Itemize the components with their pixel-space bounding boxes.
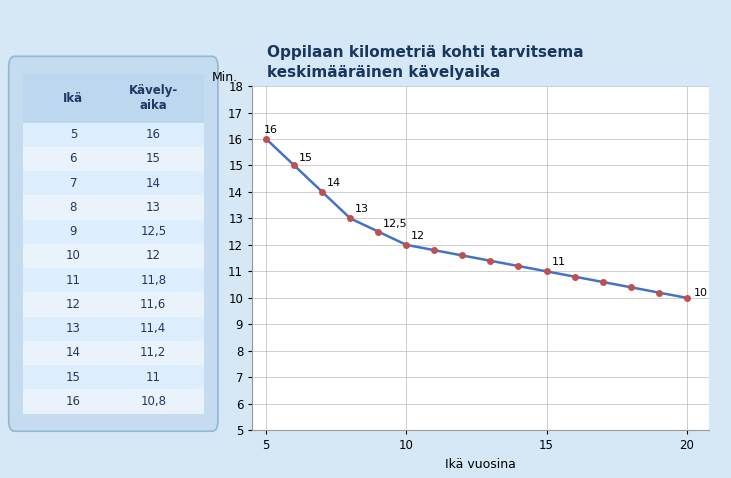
FancyBboxPatch shape	[9, 56, 218, 431]
FancyBboxPatch shape	[23, 244, 204, 268]
Text: 13: 13	[145, 201, 161, 214]
Text: 15: 15	[145, 152, 161, 165]
Text: 11,8: 11,8	[140, 274, 167, 287]
Text: 14: 14	[327, 178, 341, 188]
FancyBboxPatch shape	[23, 171, 204, 196]
Text: 11: 11	[145, 370, 161, 384]
Text: 5: 5	[69, 128, 77, 141]
Text: 15: 15	[298, 152, 312, 163]
FancyBboxPatch shape	[23, 365, 204, 389]
FancyBboxPatch shape	[23, 268, 204, 292]
Text: Kävely-
aika: Kävely- aika	[129, 84, 178, 112]
Text: 10: 10	[694, 288, 708, 298]
Text: 7: 7	[69, 177, 77, 190]
Text: 12,5: 12,5	[140, 225, 167, 238]
X-axis label: Ikä vuosina: Ikä vuosina	[445, 458, 516, 471]
FancyBboxPatch shape	[23, 389, 204, 413]
FancyBboxPatch shape	[23, 219, 204, 244]
Text: 10,8: 10,8	[140, 395, 166, 408]
Text: 13: 13	[66, 322, 81, 335]
Text: 12: 12	[145, 250, 161, 262]
Text: 11: 11	[66, 274, 81, 287]
Text: Min.: Min.	[212, 71, 238, 84]
FancyBboxPatch shape	[23, 74, 204, 122]
Text: 13: 13	[355, 204, 368, 214]
Text: 14: 14	[145, 177, 161, 190]
Text: 12: 12	[66, 298, 81, 311]
Text: 15: 15	[66, 370, 81, 384]
Text: 12: 12	[411, 231, 425, 241]
Text: 11,4: 11,4	[140, 322, 167, 335]
Text: 11,6: 11,6	[140, 298, 167, 311]
FancyBboxPatch shape	[23, 122, 204, 147]
Text: 11,2: 11,2	[140, 347, 167, 359]
Text: 12,5: 12,5	[382, 219, 407, 229]
FancyBboxPatch shape	[23, 316, 204, 341]
FancyBboxPatch shape	[23, 196, 204, 219]
FancyBboxPatch shape	[23, 147, 204, 171]
Text: 10: 10	[66, 250, 81, 262]
Text: 16: 16	[145, 128, 161, 141]
Text: 6: 6	[69, 152, 77, 165]
Text: Oppilaan kilometriä kohti tarvitsema
keskimääräinen kävelyaika: Oppilaan kilometriä kohti tarvitsema kes…	[267, 45, 583, 80]
Text: 16: 16	[66, 395, 81, 408]
Text: 8: 8	[69, 201, 77, 214]
Text: 14: 14	[66, 347, 81, 359]
Text: 9: 9	[69, 225, 77, 238]
Text: 16: 16	[263, 125, 278, 135]
FancyBboxPatch shape	[23, 292, 204, 316]
Text: Ikä: Ikä	[64, 92, 83, 105]
FancyBboxPatch shape	[23, 341, 204, 365]
Text: 11: 11	[552, 257, 566, 267]
